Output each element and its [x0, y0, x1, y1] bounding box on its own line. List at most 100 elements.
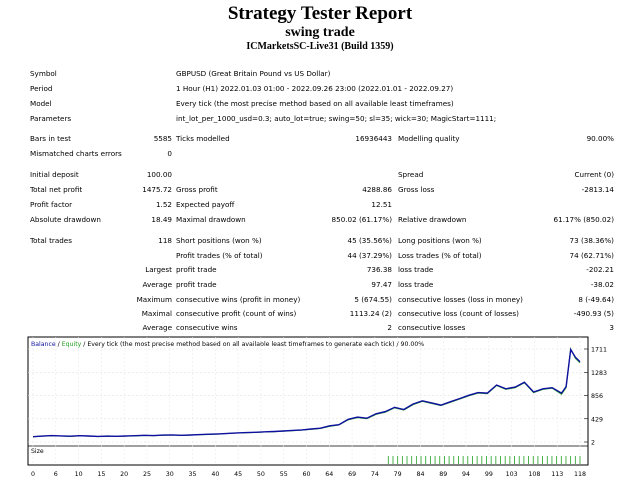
x-tick-label: 99 — [485, 471, 493, 478]
grossprofit-label: Gross profit — [176, 185, 218, 194]
netprofit-label: Total net profit — [30, 185, 83, 194]
maxdd-value: 850.02 (61.17%) — [331, 215, 392, 224]
max-wins-value: 5 (674.55) — [354, 295, 392, 304]
x-tick-label: 118 — [574, 471, 586, 478]
largest-label: Largest — [145, 265, 172, 274]
mismatch-label: Mismatched charts errors — [30, 149, 122, 158]
x-tick-label: 84 — [416, 471, 424, 478]
x-tick-label: 15 — [97, 471, 105, 478]
x-tick-label: 6 — [54, 471, 58, 478]
model-value: Every tick (the most precise method base… — [176, 99, 454, 108]
maximum-label: Maximum — [136, 295, 172, 304]
y-tick-label: 856 — [591, 393, 603, 400]
payoff-label: Expected payoff — [176, 200, 235, 209]
grossprofit-value: 4288.86 — [362, 185, 392, 194]
absdd-value: 18.49 — [151, 215, 172, 224]
quality-value: 90.00% — [586, 134, 614, 143]
avg2-label: Average — [142, 323, 172, 332]
parameters-label: Parameters — [30, 114, 72, 123]
largest-profit-value: 736.38 — [366, 265, 392, 274]
period-value: 1 Hour (H1) 2022.01.03 01:00 - 2022.09.2… — [176, 84, 454, 93]
ltrades-label: Loss trades (% of total) — [398, 251, 482, 260]
mismatch-value: 0 — [167, 149, 172, 158]
reldd-value: 61.17% (850.02) — [553, 215, 614, 224]
largest-loss-value: -202.21 — [586, 265, 614, 274]
equity-line — [32, 347, 581, 438]
period-label: Period — [30, 84, 53, 93]
y-tick-label: 2 — [591, 440, 595, 447]
profitfactor-value: 1.52 — [155, 200, 172, 209]
ptrades-value: 44 (37.29%) — [347, 251, 392, 260]
average-label: Average — [142, 280, 172, 289]
average-loss-label: loss trade — [398, 280, 434, 289]
x-tick-label: 0 — [31, 471, 35, 478]
profitfactor-label: Profit factor — [30, 200, 73, 209]
absdd-label: Absolute drawdown — [30, 215, 101, 224]
quality-label: Modelling quality — [398, 134, 460, 143]
deposit-label: Initial deposit — [30, 170, 79, 179]
x-tick-label: 89 — [439, 471, 447, 478]
max-wins-label: consecutive wins (profit in money) — [176, 295, 301, 304]
ticks-label: Ticks modelled — [176, 134, 230, 143]
avg-wins-label: consecutive wins — [176, 323, 238, 332]
x-tick-label: 74 — [371, 471, 379, 478]
chart-legend: Balance / Equity / Every tick (the most … — [31, 341, 424, 348]
bars-label: Bars in test — [30, 134, 71, 143]
maximal-loss-label: consecutive loss (count of losses) — [398, 309, 519, 318]
y-tick-label: 1711 — [591, 347, 607, 354]
ptrades-label: Profit trades (% of total) — [176, 251, 263, 260]
x-tick-label: 79 — [394, 471, 402, 478]
maximal-profit-label: consecutive profit (count of wins) — [176, 309, 297, 318]
x-tick-label: 25 — [143, 471, 151, 478]
model-label: Model — [30, 99, 52, 108]
legend-sep: / — [56, 341, 62, 348]
balance-line — [32, 347, 581, 438]
x-tick-label: 60 — [302, 471, 310, 478]
symbol-label: Symbol — [30, 69, 57, 78]
reldd-label: Relative drawdown — [398, 215, 467, 224]
largest-loss-label: loss trade — [398, 265, 434, 274]
spread-label: Spread — [398, 170, 424, 179]
x-tick-label: 45 — [234, 471, 242, 478]
chart-frame — [27, 336, 589, 466]
avg-losses-label: consecutive losses — [398, 323, 466, 332]
maximal-profit-value: 1113.24 (2) — [349, 309, 392, 318]
payoff-value: 12.51 — [371, 200, 392, 209]
maxdd-label: Maximal drawdown — [176, 215, 246, 224]
x-tick-label: 10 — [75, 471, 83, 478]
avg-wins-value: 2 — [387, 323, 392, 332]
x-tick-label: 30 — [166, 471, 174, 478]
x-tick-label: 69 — [348, 471, 356, 478]
parameters-value: int_lot_per_1000_usd=0.3; auto_lot=true;… — [176, 114, 497, 123]
average-profit-value: 97.47 — [371, 280, 392, 289]
trades-value: 118 — [158, 236, 172, 245]
legend-balance: Balance — [31, 341, 56, 348]
y-tick-label: 429 — [591, 416, 603, 423]
long-label: Long positions (won %) — [398, 236, 482, 245]
x-tick-label: 40 — [211, 471, 219, 478]
bars-value: 5585 — [153, 134, 172, 143]
grossloss-label: Gross loss — [398, 185, 435, 194]
size-label: Size — [31, 448, 44, 455]
x-tick-label: 55 — [280, 471, 288, 478]
legend-rest: / Every tick (the most precise method ba… — [81, 341, 424, 348]
trades-label: Total trades — [30, 236, 72, 245]
report-title: Strategy Tester Report — [227, 3, 413, 24]
long-value: 73 (38.36%) — [569, 236, 614, 245]
symbol-value: GBPUSD (Great Britain Pound vs US Dollar… — [176, 69, 331, 78]
avg-losses-value: 3 — [609, 323, 614, 332]
x-tick-label: 64 — [325, 471, 333, 478]
x-tick-label: 20 — [120, 471, 128, 478]
legend-equity: Equity — [62, 341, 82, 348]
x-tick-label: 35 — [189, 471, 197, 478]
deposit-value: 100.00 — [146, 170, 172, 179]
netprofit-value: 1475.72 — [142, 185, 172, 194]
average-profit-label: profit trade — [176, 280, 217, 289]
x-tick-label: 94 — [462, 471, 470, 478]
ltrades-value: 74 (62.71%) — [569, 251, 614, 260]
maximal-label: Maximal — [141, 309, 172, 318]
ticks-value: 16936443 — [355, 134, 392, 143]
largest-profit-label: profit trade — [176, 265, 217, 274]
x-tick-label: 103 — [506, 471, 518, 478]
x-tick-label: 108 — [528, 471, 540, 478]
